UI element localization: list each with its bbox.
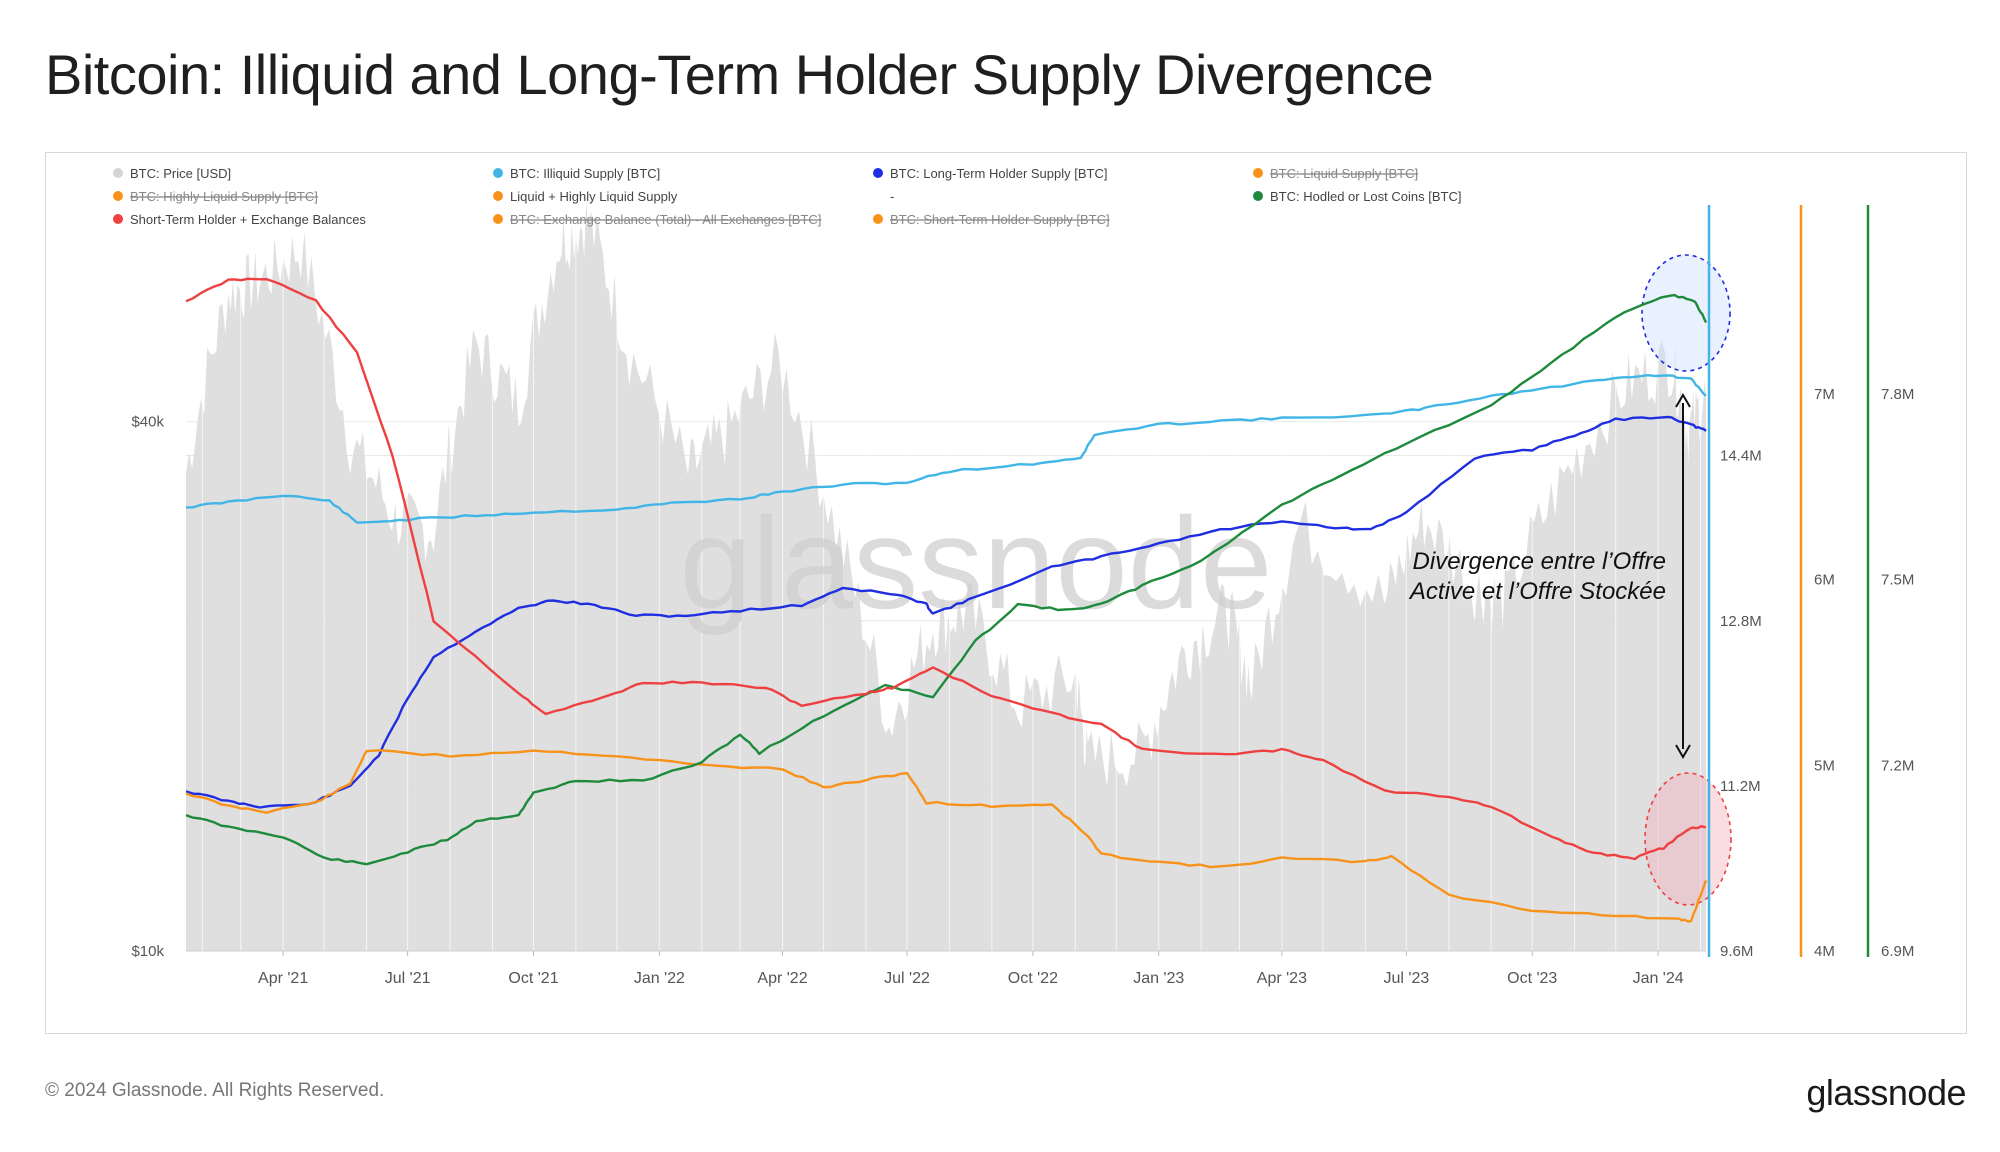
legend-dot xyxy=(113,191,123,201)
legend-dot xyxy=(873,168,883,178)
legend-label: BTC: Short-Term Holder Supply [BTC] xyxy=(890,212,1110,227)
legend-label: BTC: Hodled or Lost Coins [BTC] xyxy=(1270,189,1461,204)
legend-dot xyxy=(873,214,883,224)
price-tick-label: $10k xyxy=(131,943,164,960)
divergence-annotation-line-2: Active et l’Offre Stockée xyxy=(1408,578,1666,605)
axis-tick-label-liquid: 5M xyxy=(1814,757,1835,774)
x-tick-label: Oct '23 xyxy=(1507,970,1557,987)
legend-label: Liquid + Highly Liquid Supply xyxy=(510,189,678,204)
divergence-arrow-head-bottom xyxy=(1675,744,1691,759)
legend-item[interactable]: BTC: Illiquid Supply [BTC] xyxy=(493,166,660,181)
legend-item[interactable]: Short-Term Holder + Exchange Balances xyxy=(113,212,366,227)
legend-label: BTC: Long-Term Holder Supply [BTC] xyxy=(890,166,1107,181)
x-tick-label: Oct '21 xyxy=(508,970,558,987)
watermark: glassnode xyxy=(680,490,1273,636)
x-tick-label: Jan '23 xyxy=(1133,970,1184,987)
x-tick-label: Jul '21 xyxy=(385,970,431,987)
axis-tick-label-liquid: 6M xyxy=(1814,572,1835,589)
x-tick-label: Apr '21 xyxy=(258,970,308,987)
x-tick-label: Oct '22 xyxy=(1008,970,1058,987)
x-tick-label: Jan '24 xyxy=(1633,970,1684,987)
chart-svg: glassnode Apr '21 Jul '21 Oct '21 Jan '22 Apr… xyxy=(113,166,1914,987)
axis-tick-label-supply: 11.2M xyxy=(1720,778,1761,795)
legend-item[interactable]: BTC: Hodled or Lost Coins [BTC] xyxy=(1253,189,1461,204)
chart-frame: glassnode Apr '21 Jul '21 Oct '21 Jan '22 Apr… xyxy=(45,152,1967,1034)
legend-dot xyxy=(493,168,503,178)
axis-tick-label-supply: 14.4M xyxy=(1720,448,1762,465)
axis-tick-label-liquid: 4M xyxy=(1814,943,1835,960)
x-tick-label: Apr '23 xyxy=(1257,970,1307,987)
legend-dot xyxy=(493,191,503,201)
divergence-annotation-line-1: Divergence entre l’Offre xyxy=(1413,548,1666,575)
series-liquid-highly-liquid xyxy=(185,749,1708,923)
x-tick-label: Jul '23 xyxy=(1384,970,1430,987)
legend-label: BTC: Price [USD] xyxy=(130,166,231,181)
legend-item[interactable]: BTC: Price [USD] xyxy=(113,166,231,181)
legend-label: BTC: Illiquid Supply [BTC] xyxy=(510,166,660,181)
footer-copyright: © 2024 Glassnode. All Rights Reserved. xyxy=(45,1080,385,1101)
legend-dot xyxy=(493,214,503,224)
legend-label: Short-Term Holder + Exchange Balances xyxy=(130,212,366,227)
series-illiquid-supply xyxy=(185,374,1707,524)
divergence-arrow-head-top xyxy=(1675,393,1691,408)
axis-tick-label-hodled: 7.8M xyxy=(1881,386,1914,403)
axis-tick-label-hodled: 7.2M xyxy=(1881,757,1914,774)
x-tick-label: Jan '22 xyxy=(634,970,685,987)
legend-item[interactable]: BTC: Liquid Supply [BTC] xyxy=(1253,166,1418,181)
legend-dot xyxy=(113,214,123,224)
annotation-red-ellipse xyxy=(1644,772,1732,906)
legend-label: BTC: Highly Liquid Supply [BTC] xyxy=(130,189,318,204)
axis-tick-label-hodled: 6.9M xyxy=(1881,943,1914,960)
x-tick-label: Apr '22 xyxy=(757,970,807,987)
legend-label: - xyxy=(890,189,894,204)
series-sth-exchange xyxy=(185,277,1707,861)
legend-item[interactable]: BTC: Highly Liquid Supply [BTC] xyxy=(113,189,318,204)
legend-dot xyxy=(113,168,123,178)
legend-item[interactable]: BTC: Exchange Balance (Total) - All Exch… xyxy=(493,212,821,227)
page-title: Bitcoin: Illiquid and Long-Term Holder S… xyxy=(45,43,1434,106)
series-lth-supply xyxy=(185,415,1707,809)
axis-tick-label-liquid: 7M xyxy=(1814,386,1835,403)
legend-item[interactable]: Liquid + Highly Liquid Supply xyxy=(493,189,678,204)
legend-item[interactable]: BTC: Short-Term Holder Supply [BTC] xyxy=(873,212,1110,227)
annotation-blue-ellipse xyxy=(1641,254,1731,372)
legend-label: BTC: Liquid Supply [BTC] xyxy=(1270,166,1418,181)
legend-label: BTC: Exchange Balance (Total) - All Exch… xyxy=(510,212,821,227)
axis-tick-label-supply: 12.8M xyxy=(1720,613,1762,630)
x-tick-label: Jul '22 xyxy=(884,970,930,987)
series-hodled-lost xyxy=(185,293,1708,866)
axis-tick-label-hodled: 7.5M xyxy=(1881,572,1914,589)
legend-dot xyxy=(1253,191,1263,201)
footer-logo[interactable]: glassnode xyxy=(1806,1072,1966,1113)
series-price-area xyxy=(186,203,1706,951)
divergence-annotation: Divergence entre l’Offre Active et l’Offr… xyxy=(1408,548,1666,605)
axis-tick-label-supply: 9.6M xyxy=(1720,943,1753,960)
legend-dot xyxy=(1253,168,1263,178)
price-tick-label: $40k xyxy=(131,414,164,431)
legend-item[interactable]: - xyxy=(890,189,894,204)
legend-item[interactable]: BTC: Long-Term Holder Supply [BTC] xyxy=(873,166,1107,181)
